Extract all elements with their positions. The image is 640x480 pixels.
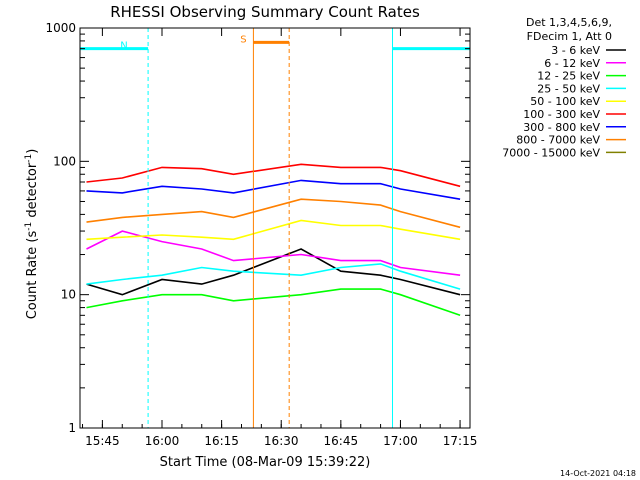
legend-label-1: 6 - 12 keV — [544, 57, 600, 70]
x-tick-label-0: 15:45 — [85, 434, 120, 448]
legend-label-2: 12 - 25 keV — [537, 70, 600, 83]
legend-label-4: 50 - 100 keV — [530, 95, 600, 108]
series-line-7 — [86, 198, 461, 229]
y-tick-label-3: 1000 — [45, 21, 76, 35]
series-line-2 — [86, 288, 461, 317]
y-tick-label-2: 100 — [53, 154, 76, 168]
x-tick-label-1: 16:00 — [145, 434, 180, 448]
legend: Det 1,3,4,5,6,9, FDecim 1, Att 0 3 - 6 k… — [502, 16, 626, 159]
x-tick-label-6: 17:15 — [443, 434, 478, 448]
y-tick-label-0: 1 — [68, 421, 76, 435]
series-line-5 — [86, 163, 461, 188]
x-tick-label-5: 17:00 — [383, 434, 418, 448]
x-tick-label-3: 16:30 — [264, 434, 299, 448]
legend-label-0: 3 - 6 keV — [551, 44, 600, 57]
plot-frame — [79, 27, 471, 429]
legend-header-decimation: FDecim 1, Att 0 — [527, 30, 612, 43]
series-layer — [86, 163, 461, 317]
legend-header-detectors: Det 1,3,4,5,6,9, — [526, 16, 612, 29]
axes: 15:45 16:00 16:15 16:30 16:45 17:00 17:15 1 10 10… — [45, 21, 477, 448]
legend-label-7: 800 - 7000 keV — [516, 134, 600, 147]
chart-title: RHESSI Observing Summary Count Rates — [110, 3, 420, 21]
series-line-6 — [86, 179, 461, 200]
y-axis-label: Count Rate (s-1 detector-1) — [24, 149, 40, 320]
annotation-label-0: N — [120, 41, 127, 52]
legend-label-3: 25 - 50 keV — [537, 82, 600, 95]
legend-label-5: 100 - 300 keV — [523, 108, 600, 121]
x-tick-label-4: 16:45 — [324, 434, 359, 448]
series-line-4 — [86, 219, 461, 241]
generated-date: 14-Oct-2021 04:18 — [560, 469, 636, 478]
series-line-3 — [86, 263, 461, 290]
x-tick-label-2: 16:15 — [204, 434, 239, 448]
x-axis-label: Start Time (08-Mar-09 15:39:22) — [160, 455, 371, 470]
series-line-0 — [86, 248, 461, 296]
legend-label-8: 7000 - 15000 keV — [502, 146, 600, 159]
y-tick-label-1: 10 — [61, 288, 76, 302]
legend-label-6: 300 - 800 keV — [523, 121, 600, 134]
annotation-label-1: S — [240, 34, 246, 45]
